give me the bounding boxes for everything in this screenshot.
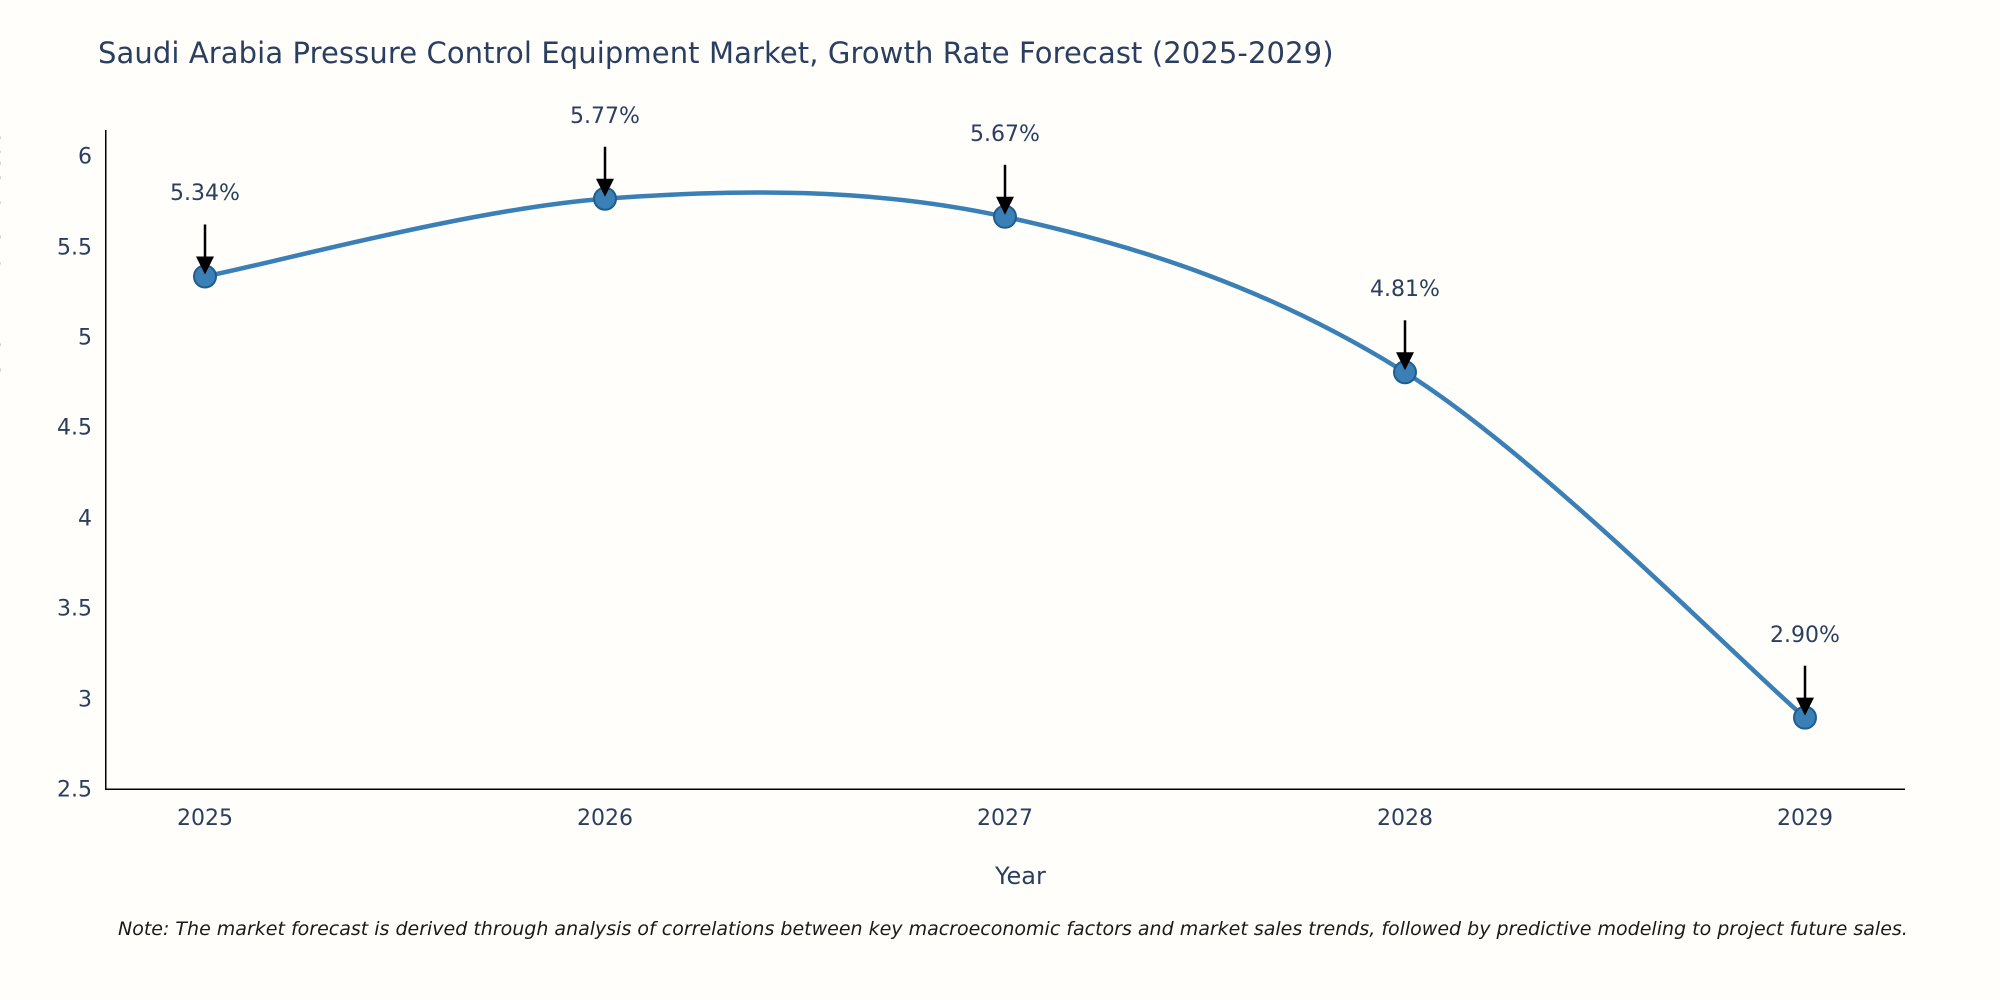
plot-area	[105, 130, 1905, 790]
annotation-arrow-head	[196, 256, 214, 275]
data-point-label: 4.81%	[1370, 277, 1440, 303]
x-tick-label: 2026	[577, 806, 633, 831]
data-point-label: 2.90%	[1770, 622, 1840, 648]
y-tick-label: 3.5	[57, 596, 92, 622]
y-tick-label: 5	[78, 325, 92, 351]
annotation-arrow-head	[596, 178, 614, 197]
data-point-label: 5.77%	[570, 103, 640, 129]
line-chart-svg	[105, 130, 1905, 790]
data-point-label: 5.34%	[170, 181, 240, 207]
data-line	[202, 190, 1808, 720]
y-tick-label: 5.5	[57, 235, 92, 261]
data-point-label: 5.67%	[970, 121, 1040, 147]
footnote-text: Note: The market forecast is derived thr…	[118, 918, 1908, 940]
x-axis-title: Year	[995, 862, 1046, 890]
x-tick-label: 2028	[1377, 806, 1433, 831]
annotation-arrow-head	[996, 196, 1014, 215]
y-tick-label: 4.5	[57, 415, 92, 441]
y-tick-label: 2.5	[57, 777, 92, 803]
x-tick-label: 2029	[1777, 806, 1833, 831]
y-tick-label: 3	[78, 687, 92, 713]
page-title: Saudi Arabia Pressure Control Equipment …	[98, 36, 1334, 70]
annotation-arrow-head	[1396, 352, 1414, 371]
y-tick-label: 4	[78, 506, 92, 532]
x-tick-label: 2027	[977, 806, 1033, 831]
annotation-arrow-head	[1796, 697, 1814, 716]
y-axis-title: Growth Rate Forecast	[0, 121, 6, 380]
y-tick-label: 6	[78, 144, 92, 170]
y-axis-tick-labels: 6 5.5 5 4.5 4 3.5 3 2.5	[0, 130, 92, 803]
x-tick-label: 2025	[177, 806, 233, 831]
